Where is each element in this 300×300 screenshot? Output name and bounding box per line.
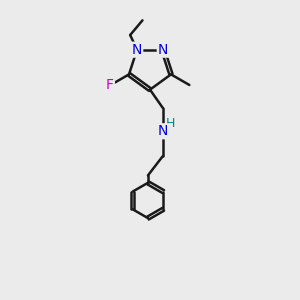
- Text: H: H: [166, 116, 176, 130]
- Text: N: N: [132, 43, 142, 57]
- Text: N: N: [158, 43, 168, 57]
- Text: N: N: [158, 124, 168, 138]
- Text: F: F: [106, 78, 114, 92]
